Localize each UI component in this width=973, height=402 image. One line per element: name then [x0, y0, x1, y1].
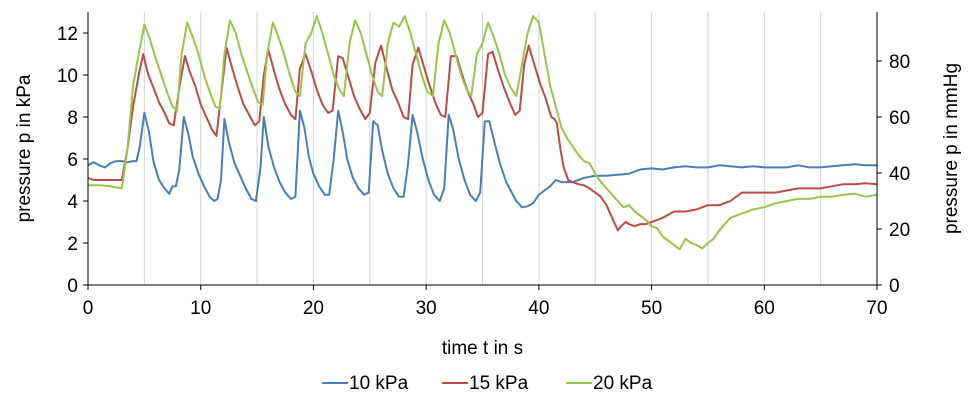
x-tick-label: 70 [866, 298, 887, 319]
series-line-1 [87, 44, 878, 232]
x-tick-label: 60 [754, 298, 775, 319]
y-tick-label-left: 0 [67, 276, 78, 297]
y-axis-label-left: pressure p in kPa [14, 74, 35, 222]
grid-lines [143, 12, 822, 285]
series-line-0 [87, 109, 877, 209]
y-tick-label-left: 4 [67, 192, 78, 213]
series-line-2 [88, 15, 878, 251]
y-axis-label-right: pressure p in mmHg [941, 63, 962, 234]
y-tick-label-right: 0 [889, 276, 900, 297]
y-tick-label-left: 10 [57, 66, 78, 87]
legend-label-2: 20 kPa [593, 373, 653, 394]
y-tick-label-left: 2 [67, 234, 78, 255]
x-tick-label: 0 [83, 298, 94, 319]
x-tick-label: 20 [303, 298, 324, 319]
x-tick-label: 40 [528, 298, 549, 319]
y-tick-label-left: 6 [67, 150, 78, 171]
axes [83, 12, 882, 290]
x-tick-label: 30 [416, 298, 437, 319]
y-tick-label-left: 12 [57, 24, 78, 45]
x-tick-label: 10 [190, 298, 211, 319]
y-tick-label-right: 60 [889, 108, 910, 129]
y-tick-label-right: 40 [889, 164, 910, 185]
y-tick-label-right: 80 [889, 52, 910, 73]
x-axis-label: time t in s [442, 338, 523, 359]
y-tick-label-right: 20 [889, 220, 910, 241]
x-tick-label: 50 [641, 298, 662, 319]
series-layer [87, 15, 878, 251]
legend-label-1: 15 kPa [469, 373, 529, 394]
legend-label-0: 10 kPa [349, 373, 409, 394]
legend: 10 kPa 15 kPa 20 kPa [322, 373, 653, 394]
y-tick-label-left: 8 [67, 108, 78, 129]
